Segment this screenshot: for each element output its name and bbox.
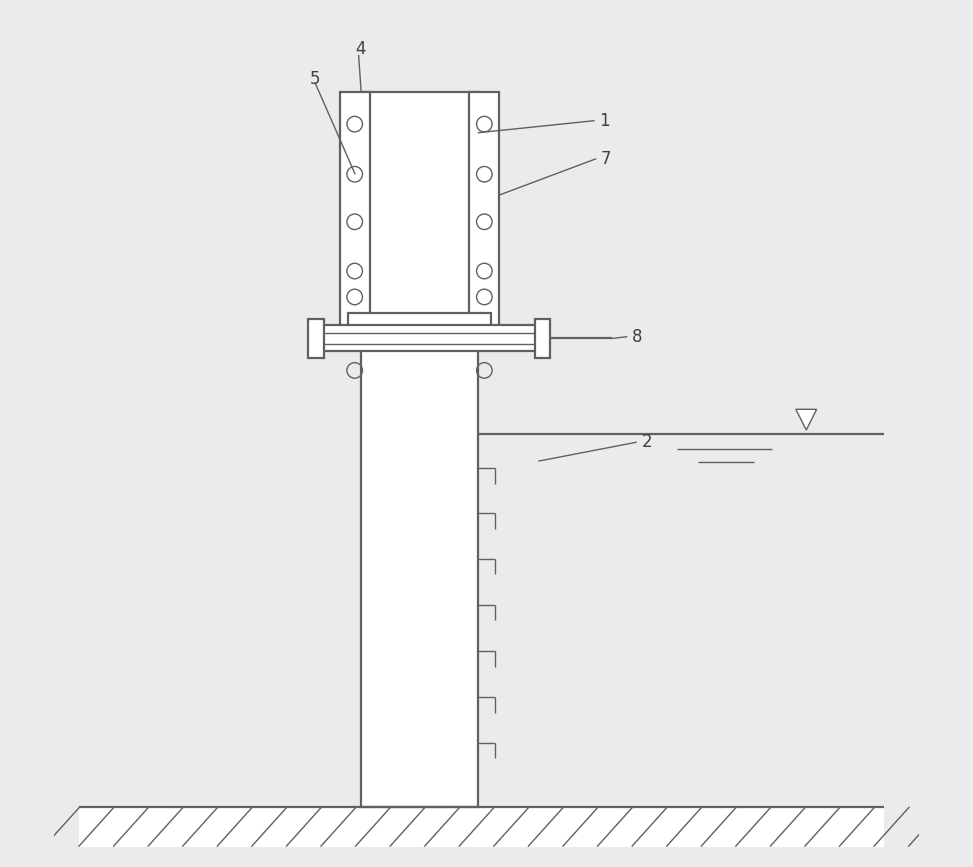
Text: 5: 5 — [309, 70, 320, 88]
Bar — [340, 92, 370, 329]
Bar — [79, 807, 884, 846]
Text: 7: 7 — [600, 150, 611, 167]
Bar — [322, 325, 538, 351]
Text: 2: 2 — [642, 434, 653, 451]
Text: 8: 8 — [631, 328, 642, 346]
Bar — [469, 92, 499, 329]
Bar — [308, 318, 324, 358]
Bar — [535, 318, 551, 358]
Polygon shape — [796, 409, 816, 430]
Text: 4: 4 — [355, 40, 366, 58]
Bar — [361, 92, 478, 807]
Bar — [348, 312, 490, 347]
Text: 1: 1 — [598, 112, 609, 130]
